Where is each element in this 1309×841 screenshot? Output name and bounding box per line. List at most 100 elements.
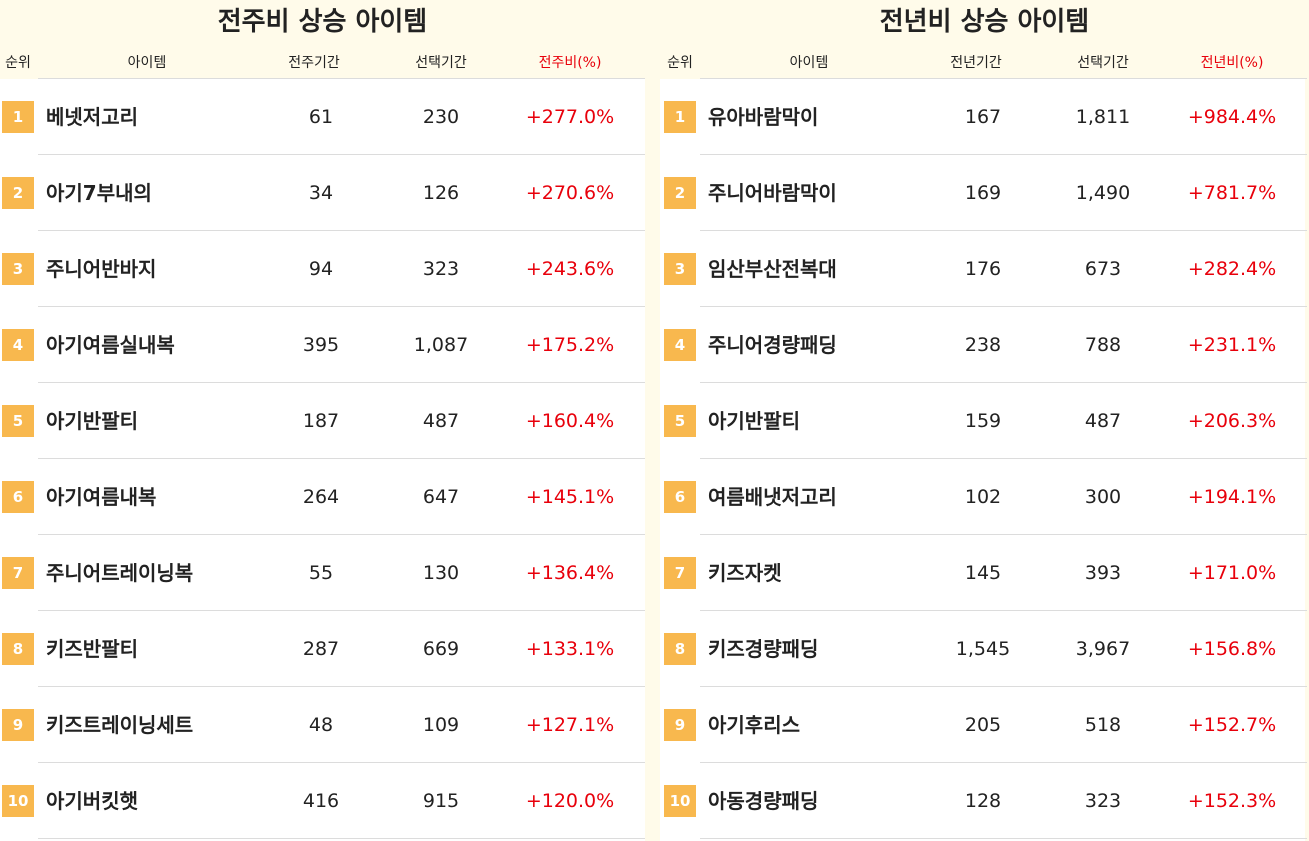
item-name: 아기버킷햇 <box>46 789 138 813</box>
row-divider <box>700 306 1307 307</box>
row-divider <box>700 610 1307 611</box>
item-name: 아기후리스 <box>708 713 800 737</box>
rank-badge: 7 <box>664 557 696 589</box>
rank-badge: 6 <box>2 481 34 513</box>
period-value: 48 <box>308 714 334 736</box>
rank-badge: 2 <box>664 177 696 209</box>
change-rate: +194.1% <box>1187 486 1277 508</box>
period-value: 487 <box>422 410 460 432</box>
rank-badge: 9 <box>664 709 696 741</box>
item-name: 주니어경량패딩 <box>708 333 837 357</box>
period-value: 94 <box>308 258 334 280</box>
row-divider <box>700 230 1307 231</box>
column-header: 선택기간 <box>415 55 467 71</box>
change-rate: +171.0% <box>1187 562 1277 584</box>
period-value: 61 <box>308 106 334 128</box>
period-value: 487 <box>1084 410 1122 432</box>
column-header: 선택기간 <box>1077 55 1129 71</box>
row-divider <box>38 306 645 307</box>
column-header: 아이템 <box>127 55 167 71</box>
header-divider <box>700 78 1307 79</box>
table-title: 전년비 상승 아이템 <box>879 7 1090 37</box>
period-value: 788 <box>1084 334 1122 356</box>
row-divider <box>700 458 1307 459</box>
item-name: 키즈자켓 <box>708 561 782 585</box>
period-value: 55 <box>308 562 334 584</box>
column-header: 전년기간 <box>950 55 1002 71</box>
row-divider <box>38 686 645 687</box>
period-value: 205 <box>964 714 1002 736</box>
period-value: 915 <box>422 790 460 812</box>
change-rate: +206.3% <box>1187 410 1277 432</box>
column-header: 전주기간 <box>288 55 340 71</box>
row-divider <box>700 838 1307 839</box>
period-value: 395 <box>302 334 340 356</box>
item-name: 유아바람막이 <box>708 105 819 129</box>
period-value: 300 <box>1084 486 1122 508</box>
item-name: 키즈트레이닝세트 <box>46 713 194 737</box>
row-divider <box>38 838 645 839</box>
period-value: 167 <box>964 106 1002 128</box>
rank-badge: 2 <box>2 177 34 209</box>
period-value: 647 <box>422 486 460 508</box>
item-name: 아기반팔티 <box>46 409 138 433</box>
row-divider <box>700 762 1307 763</box>
period-value: 169 <box>964 182 1002 204</box>
change-rate: +175.2% <box>525 334 615 356</box>
item-name: 임산부산전복대 <box>708 257 837 281</box>
period-value: 673 <box>1084 258 1122 280</box>
period-value: 126 <box>422 182 460 204</box>
change-rate: +120.0% <box>525 790 615 812</box>
table-title: 전주비 상승 아이템 <box>217 7 428 37</box>
period-value: 1,087 <box>413 334 469 356</box>
change-rate: +277.0% <box>525 106 615 128</box>
change-rate: +156.8% <box>1187 638 1277 660</box>
period-value: 130 <box>422 562 460 584</box>
period-value: 1,545 <box>955 638 1011 660</box>
row-divider <box>38 382 645 383</box>
change-rate: +136.4% <box>525 562 615 584</box>
change-rate: +152.7% <box>1187 714 1277 736</box>
column-header: 순위 <box>667 55 693 71</box>
row-divider <box>700 686 1307 687</box>
rank-badge: 5 <box>2 405 34 437</box>
rank-badge: 6 <box>664 481 696 513</box>
item-name: 주니어반바지 <box>46 257 157 281</box>
period-value: 416 <box>302 790 340 812</box>
table-panel <box>660 79 1305 841</box>
period-value: 3,967 <box>1075 638 1131 660</box>
column-header: 전년비(%) <box>1200 55 1264 71</box>
item-name: 베넷저고리 <box>46 105 138 129</box>
item-name: 주니어바람막이 <box>708 181 837 205</box>
rank-badge: 3 <box>2 253 34 285</box>
period-value: 264 <box>302 486 340 508</box>
change-rate: +282.4% <box>1187 258 1277 280</box>
change-rate: +127.1% <box>525 714 615 736</box>
period-value: 187 <box>302 410 340 432</box>
rank-badge: 8 <box>664 633 696 665</box>
change-rate: +984.4% <box>1187 106 1277 128</box>
change-rate: +133.1% <box>525 638 615 660</box>
period-value: 393 <box>1084 562 1122 584</box>
period-value: 145 <box>964 562 1002 584</box>
period-value: 323 <box>422 258 460 280</box>
row-divider <box>700 382 1307 383</box>
row-divider <box>38 610 645 611</box>
change-rate: +152.3% <box>1187 790 1277 812</box>
rank-badge: 8 <box>2 633 34 665</box>
column-header: 순위 <box>5 55 31 71</box>
period-value: 669 <box>422 638 460 660</box>
item-name: 키즈반팔티 <box>46 637 138 661</box>
table-panel <box>0 79 645 841</box>
rank-badge: 4 <box>2 329 34 361</box>
header-divider <box>38 78 645 79</box>
change-rate: +243.6% <box>525 258 615 280</box>
period-value: 1,811 <box>1075 106 1131 128</box>
rank-badge: 10 <box>664 785 696 817</box>
change-rate: +160.4% <box>525 410 615 432</box>
item-name: 아기여름내복 <box>46 485 157 509</box>
period-value: 128 <box>964 790 1002 812</box>
item-name: 아동경량패딩 <box>708 789 819 813</box>
item-name: 키즈경량패딩 <box>708 637 819 661</box>
